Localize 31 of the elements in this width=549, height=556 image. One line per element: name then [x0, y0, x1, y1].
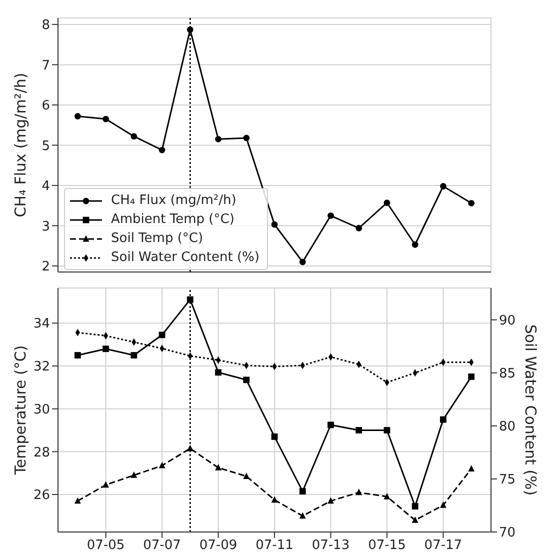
y-tick-label: 6	[42, 98, 50, 114]
y2-tick-label: 85	[499, 366, 516, 382]
y-tick-label: 34	[33, 316, 50, 332]
x-tick-label: 07-17	[424, 538, 462, 554]
legend-label: CH₄ Flux (mg/m²/h)	[111, 192, 236, 210]
y2-axis-title: Soil Water Content (%)	[522, 324, 540, 496]
x-tick-label: 07-05	[86, 538, 125, 554]
y-tick-label: 4	[42, 179, 50, 194]
y-tick-label: 26	[33, 488, 50, 504]
y-tick-label: 30	[33, 402, 50, 418]
y-tick-label: 32	[33, 360, 50, 375]
x-tick-label: 07-07	[143, 538, 181, 554]
y-tick-label: 5	[42, 138, 50, 154]
x-tick-label: 07-15	[368, 538, 406, 554]
y2-tick-label: 70	[499, 526, 516, 541]
y-tick-label: 2	[42, 260, 50, 275]
x-tick-label: 07-13	[312, 538, 350, 554]
y2-tick-label: 80	[499, 420, 516, 435]
y-tick-label: 7	[42, 58, 50, 74]
y-tick-label: 3	[42, 219, 50, 234]
legend-label: Ambient Temp (°C)	[111, 211, 234, 229]
legend-label: Soil Water Content (%)	[111, 249, 260, 267]
legend-label: Soil Temp (°C)	[111, 230, 204, 248]
x-tick-label: 07-09	[199, 538, 238, 554]
y-tick-label: 8	[42, 18, 50, 34]
y-axis-title: CH₄ Flux (mg/m²/h)	[11, 72, 30, 218]
y-axis-title: Temperature (°C)	[11, 345, 30, 476]
x-tick-label: 07-11	[256, 538, 294, 554]
y-tick-label: 28	[33, 445, 50, 460]
y2-tick-label: 90	[499, 313, 516, 328]
y2-tick-label: 75	[499, 472, 516, 488]
